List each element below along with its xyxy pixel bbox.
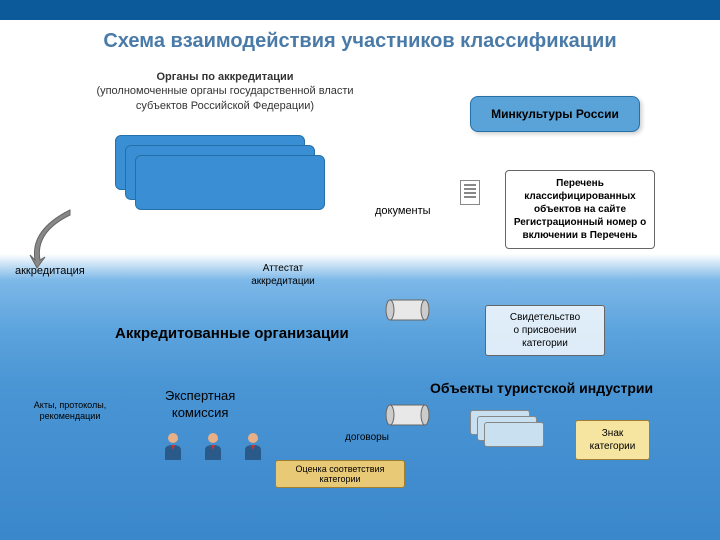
stack-box-3 (135, 155, 325, 210)
assess-line1: Оценка соответствия (296, 464, 385, 474)
person-icon-2 (200, 430, 226, 460)
certificate-box: Свидетельство о присвоении категории (485, 305, 605, 356)
contracts-label: договоры (345, 432, 389, 443)
assess-line2: категории (319, 474, 360, 484)
ministry-box: Минкультуры России (470, 96, 640, 132)
akty-label: Акты, протоколы, рекомендации (30, 400, 110, 422)
accred-subtitle: (уполномоченные органы государственной в… (96, 85, 353, 111)
attestat-line2: аккредитации (251, 276, 315, 287)
registry-box: Перечень классифицированных объектов на … (505, 170, 655, 249)
cert-line1: Свидетельство (510, 312, 580, 323)
stacked-blue-boxes (115, 135, 325, 215)
znak-line2: категории (590, 441, 636, 452)
small-stacked-boxes (470, 410, 550, 450)
attestat-box: Аттестат аккредитации (233, 262, 333, 288)
documents-label: документы (375, 205, 431, 217)
attestat-line1: Аттестат (263, 263, 303, 274)
person-icon-3 (240, 430, 266, 460)
page-title: Схема взаимодействия участников классифи… (0, 30, 720, 53)
expert-line2: комиссия (172, 405, 229, 420)
expert-line1: Экспертная (165, 388, 235, 403)
person-icon-1 (160, 430, 186, 460)
znak-line1: Знак (602, 428, 624, 439)
accredited-orgs-title: Аккредитованные организации (115, 325, 349, 342)
akty-line2: рекомендации (40, 411, 101, 421)
scroll-icon-1 (385, 295, 430, 325)
scroll-icon-2 (385, 400, 430, 430)
assessment-box: Оценка соответствия категории (275, 460, 405, 488)
accreditation-bodies-text: Органы по аккредитации (уполномоченные о… (80, 70, 370, 113)
accreditation-label: аккредитация (15, 265, 85, 277)
document-icon (460, 180, 480, 205)
ministry-label: Минкультуры России (491, 107, 619, 121)
small-box-3 (484, 422, 544, 447)
cert-line3: категории (522, 338, 568, 349)
accred-heading: Органы по аккредитации (157, 71, 294, 83)
expert-commission-title: Экспертная комиссия (165, 388, 235, 422)
cert-line2: о присвоении (514, 325, 577, 336)
akty-line1: Акты, протоколы, (34, 400, 106, 410)
header-strip (0, 0, 720, 20)
tourism-objects-title: Объекты туристской индустрии (430, 380, 653, 396)
category-sign-box: Знак категории (575, 420, 650, 460)
